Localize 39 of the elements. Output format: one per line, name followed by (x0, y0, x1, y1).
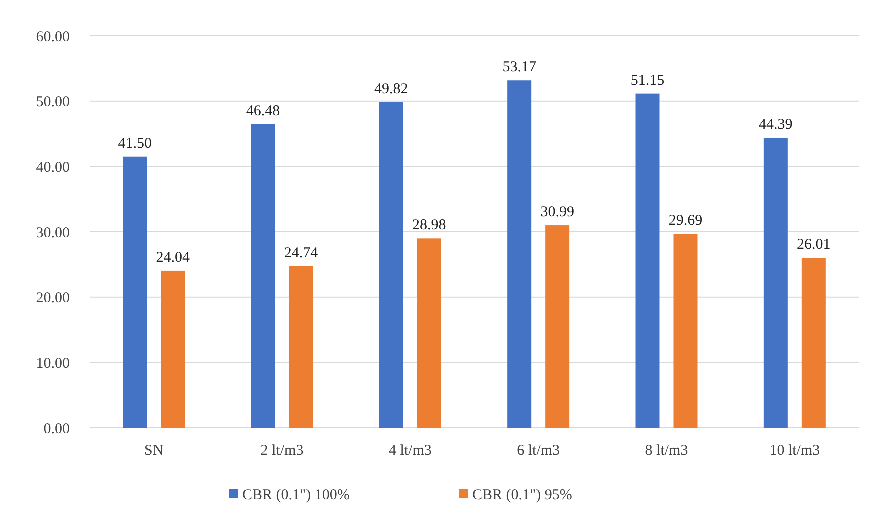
data-label: 24.74 (284, 245, 319, 262)
bar (161, 270, 186, 428)
x-tick-label: 6 lt/m3 (517, 443, 560, 459)
y-tick-label: 30.00 (36, 225, 70, 242)
bar (379, 102, 404, 428)
y-tick-label: 20.00 (36, 290, 70, 307)
bar (417, 238, 442, 428)
data-label: 46.48 (246, 103, 280, 120)
bar (123, 156, 148, 428)
bar (802, 258, 826, 428)
data-label: 29.69 (668, 213, 703, 230)
bar (764, 138, 788, 428)
data-label: 51.15 (630, 72, 665, 89)
data-label: 28.98 (412, 218, 446, 234)
legend-label: CBR (0.1") 95% (472, 487, 572, 504)
x-tick-label: SN (144, 443, 164, 459)
legend-label: CBR (0.1") 100% (242, 487, 350, 504)
bar (546, 226, 570, 428)
bar (674, 234, 698, 428)
y-tick-label: 10.00 (36, 356, 70, 372)
bar (508, 80, 532, 428)
x-tick-label: 8 lt/m3 (645, 443, 688, 459)
y-tick-label: 50.00 (36, 94, 70, 111)
data-label: 44.39 (759, 116, 793, 133)
data-label: 49.82 (374, 82, 408, 98)
bar (289, 266, 314, 428)
data-label: 53.17 (502, 60, 537, 76)
data-label: 26.01 (797, 237, 831, 254)
y-tick-label: 0.00 (44, 421, 70, 438)
x-tick-label: 4 lt/m3 (388, 443, 432, 459)
data-label: 24.04 (156, 250, 190, 266)
bar (636, 94, 660, 428)
y-tick-label: 40.00 (36, 160, 70, 176)
bar (251, 124, 276, 428)
data-label: 41.50 (118, 136, 152, 152)
y-tick-label: 60.00 (36, 29, 70, 46)
x-tick-label: 10 lt/m3 (770, 443, 820, 459)
data-label: 30.99 (540, 204, 574, 221)
x-tick-label: 2 lt/m3 (260, 443, 304, 459)
